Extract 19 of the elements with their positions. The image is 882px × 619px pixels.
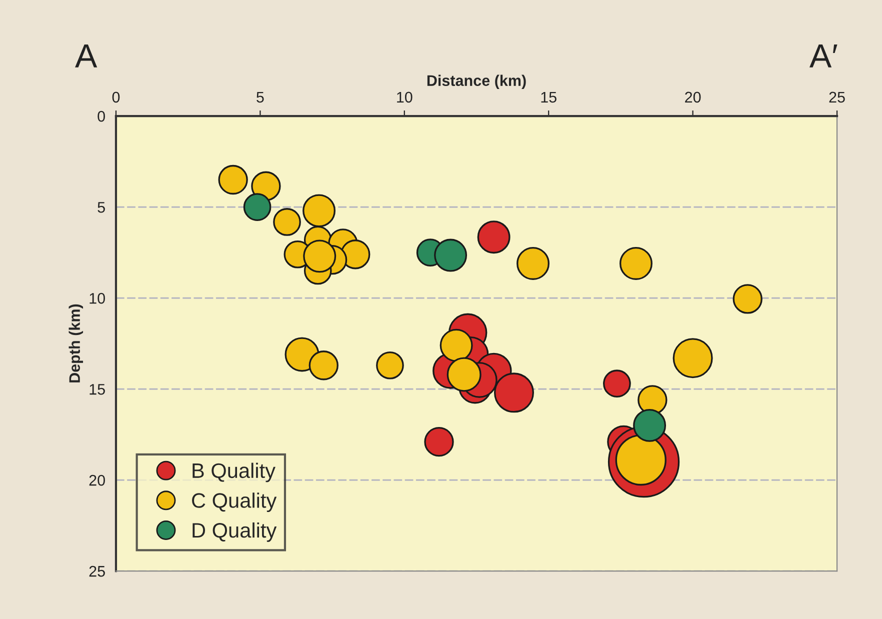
y-tick-label: 0 <box>98 110 105 122</box>
legend-label: B Quality <box>192 462 276 482</box>
x-tick-label: 20 <box>685 92 701 103</box>
x-tick-label: 15 <box>541 92 556 103</box>
text: A <box>75 44 98 68</box>
x-tick-label: 0 <box>112 92 120 103</box>
legend-label: D Quality <box>192 522 277 542</box>
text: A′ <box>809 44 838 68</box>
x-tick-label: 5 <box>256 92 264 103</box>
legend-label: C Quality <box>192 492 277 512</box>
y-tick-label: 25 <box>89 566 105 577</box>
x-tick-label: 10 <box>397 92 412 103</box>
x-tick-label: 25 <box>829 92 845 103</box>
y-tick-label: 5 <box>98 202 105 213</box>
y-tick-label: 15 <box>90 384 105 395</box>
x-axis-title: Distance (km) <box>427 74 526 90</box>
y-tick-label: 10 <box>90 292 105 304</box>
y-tick-label: 20 <box>89 474 105 486</box>
y-axis-title: Depth (km) <box>68 304 84 382</box>
